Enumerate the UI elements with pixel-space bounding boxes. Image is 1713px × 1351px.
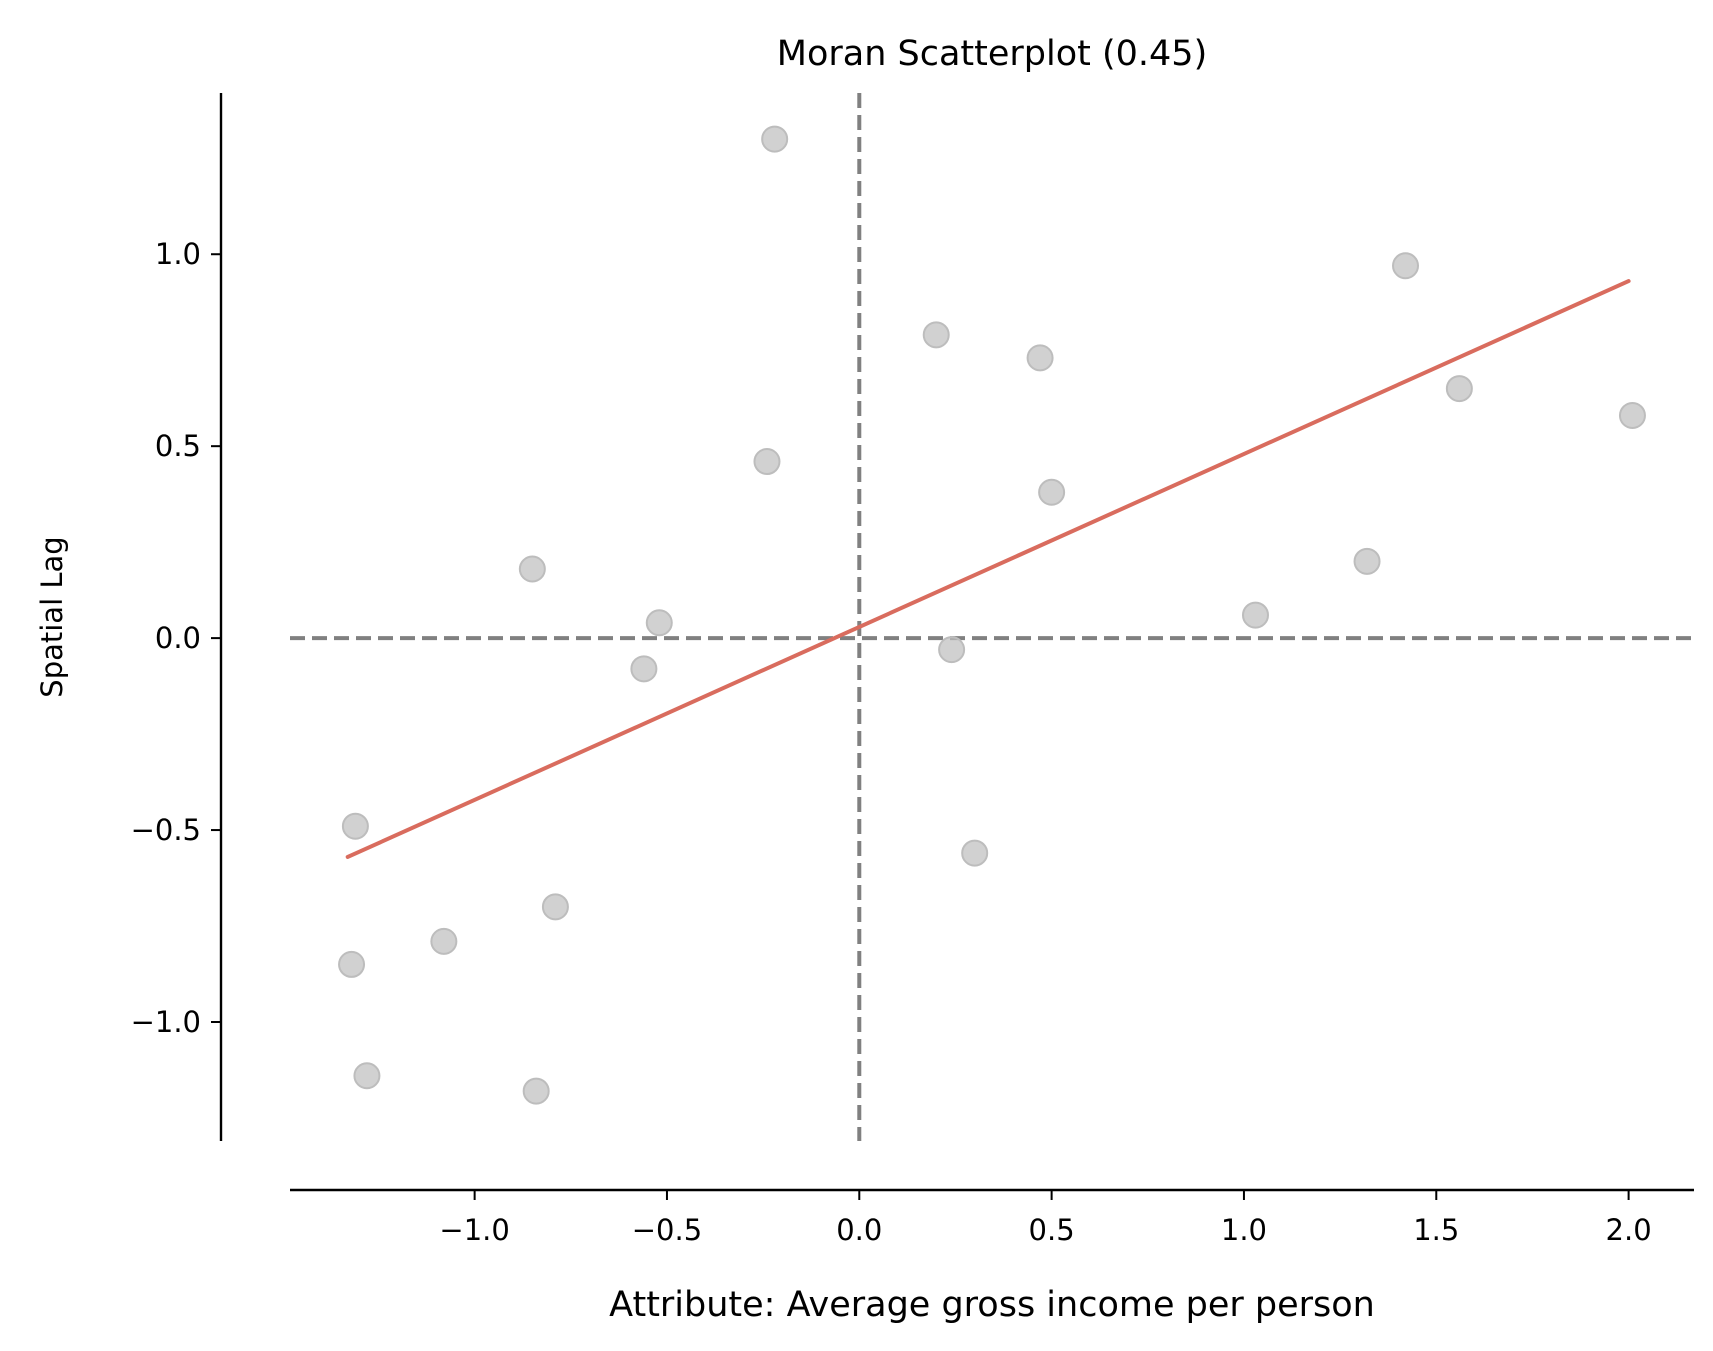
scatter-point [522,1077,550,1105]
scatter-point [753,448,781,476]
y-tick-label: 0.5 [155,429,201,463]
reference-lines [290,93,1694,1141]
x-tick-label: 0.5 [1029,1213,1075,1247]
scatter-point [1392,252,1420,280]
x-tick-label: 1.5 [1413,1213,1459,1247]
scatter-point [518,555,546,583]
scatter-point [1038,478,1066,506]
scatter-point [1353,547,1381,575]
scatter-point [430,927,458,955]
regression-line-group [345,279,1631,859]
y-tick-label: 0.0 [155,621,201,655]
scatter-point [541,893,569,921]
chart-title: Moran Scatterplot (0.45) [777,34,1207,74]
data-points [338,125,1646,1105]
regression-line [345,279,1631,859]
scatter-point [630,655,658,683]
scatter-point [1241,601,1269,629]
scatter-point [338,950,366,978]
x-tick-label: −1.0 [439,1213,509,1247]
scatter-point [922,321,950,349]
scatter-point [353,1062,381,1090]
scatter-point [645,609,673,637]
scatter-point [761,125,789,153]
scatter-point [1618,401,1646,429]
scatter-point [961,839,989,867]
x-tick-label: −0.5 [632,1213,702,1247]
x-tick-label: 1.0 [1221,1213,1267,1247]
scatter-point [341,812,369,840]
scatter-point [1026,344,1054,372]
x-tick-label: 0.0 [836,1213,882,1247]
axes: −1.0 −0.5 0.0 0.5 1.0 1.5 2.0 −1.0 −0.5 0.0 0.5 1.0 [131,93,1694,1247]
x-axis-title: Attribute: Average gross income per pers… [609,1285,1375,1325]
y-tick-label: 1.0 [155,237,201,271]
scatter-point [1445,375,1473,403]
scatter-point [938,636,966,664]
y-tick-label: −0.5 [131,813,201,847]
x-tick-label: 2.0 [1606,1213,1652,1247]
y-axis-title: Spatial Lag [35,536,69,697]
y-tick-label: −1.0 [131,1005,201,1039]
